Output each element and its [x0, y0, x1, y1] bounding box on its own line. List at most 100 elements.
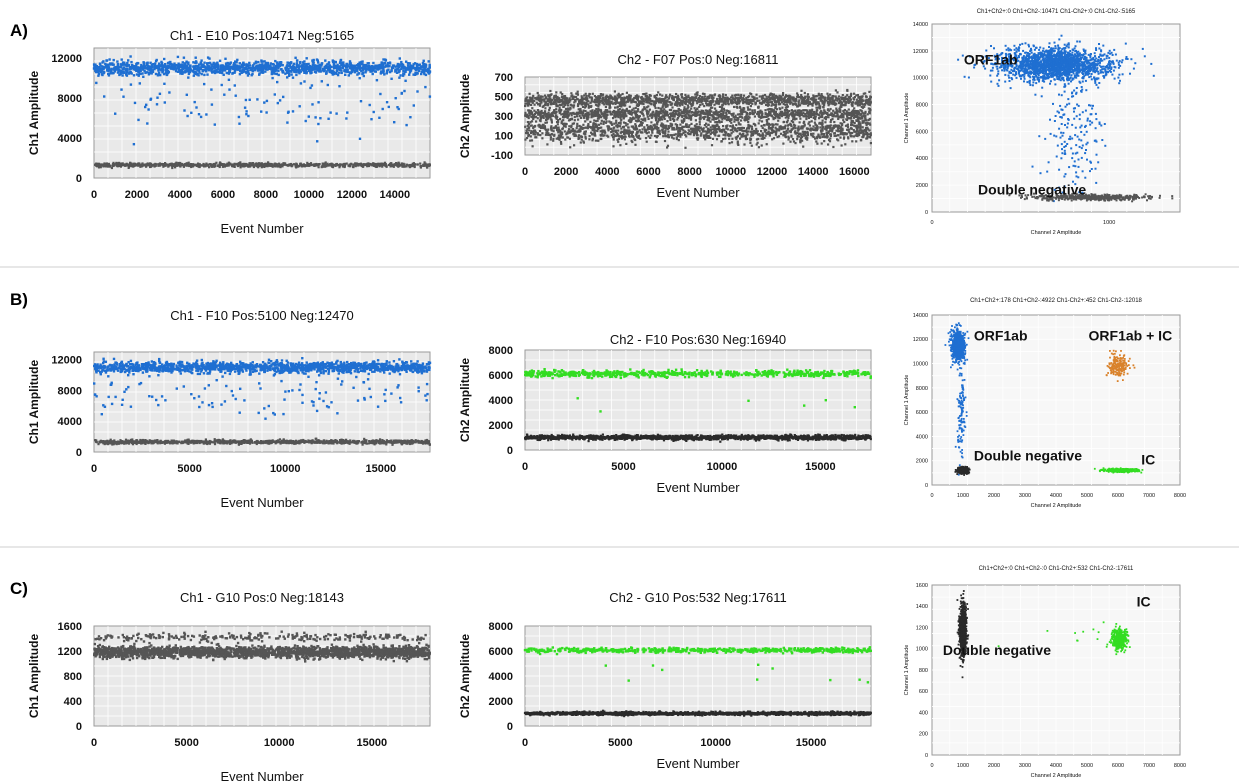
data-point [221, 163, 224, 166]
data-point [680, 100, 683, 103]
data-point [803, 91, 806, 95]
data-point [705, 98, 708, 101]
data-point [784, 116, 787, 119]
data-point [421, 69, 424, 72]
data-point [705, 102, 708, 105]
data-point [277, 66, 280, 70]
data-point [381, 165, 384, 168]
data-point [368, 103, 371, 107]
data-point [327, 69, 330, 72]
data-point [300, 165, 303, 168]
data-point [772, 118, 775, 121]
data-point [804, 109, 807, 112]
data-point [143, 69, 146, 73]
data-point [830, 112, 834, 115]
panel-label-c: C) [10, 579, 28, 598]
data-point [628, 105, 631, 108]
data-point [356, 73, 359, 76]
data-point [149, 70, 153, 73]
data-point [135, 63, 138, 66]
data-point [428, 163, 431, 166]
data-point [777, 113, 780, 117]
data-point [306, 161, 309, 164]
data-point [101, 67, 104, 71]
data-point [864, 114, 867, 118]
data-point [202, 63, 205, 67]
data-point [747, 102, 751, 105]
data-point [279, 61, 283, 65]
data-point [781, 110, 784, 113]
data-point [746, 96, 749, 99]
data-point [370, 118, 373, 121]
data-point [533, 109, 536, 112]
data-point [228, 88, 231, 91]
data-point [725, 109, 728, 112]
data-point [565, 112, 568, 116]
data-point [318, 163, 321, 166]
data-point [553, 112, 556, 115]
series-1 [95, 65, 432, 146]
data-point [863, 116, 866, 119]
data-point [355, 67, 358, 71]
data-point [559, 117, 562, 121]
data-point [206, 73, 209, 76]
data-point [250, 69, 253, 72]
data-point [866, 113, 869, 116]
data-point [388, 70, 392, 74]
data-point [108, 68, 112, 71]
data-point [788, 96, 791, 99]
data-point [744, 110, 747, 113]
data-point [648, 108, 651, 111]
data-point [193, 164, 196, 167]
data-point [720, 108, 723, 111]
data-point [102, 60, 105, 63]
data-point [237, 164, 240, 167]
data-point [809, 97, 812, 100]
data-point [403, 163, 406, 166]
data-point [181, 70, 184, 74]
data-point [620, 103, 623, 106]
data-point [664, 104, 667, 107]
data-point [261, 164, 264, 167]
data-point [770, 100, 773, 103]
data-point [336, 63, 339, 67]
data-point [840, 102, 843, 105]
data-point [203, 73, 206, 77]
data-point [649, 114, 652, 117]
data-point [583, 106, 587, 109]
data-point [617, 108, 620, 112]
x-tick-label: 14000 [380, 189, 411, 201]
data-point [311, 67, 315, 70]
data-point [766, 108, 769, 111]
data-point [634, 114, 637, 117]
data-point [128, 68, 131, 71]
data-point [646, 106, 649, 109]
data-point [299, 163, 302, 166]
data-point [826, 92, 829, 95]
data-point [396, 164, 399, 167]
data-point [309, 86, 312, 90]
x-tick-label: 4000 [168, 189, 192, 201]
data-point [856, 100, 859, 103]
data-point [387, 105, 390, 109]
data-point [277, 69, 280, 73]
data-point [370, 70, 373, 73]
data-point [363, 163, 366, 166]
data-point [669, 118, 672, 121]
data-point [227, 64, 230, 67]
data-point [775, 113, 778, 116]
data-point [97, 166, 101, 169]
data-point [576, 92, 579, 95]
data-point [723, 109, 726, 112]
data-point [371, 72, 374, 76]
data-point [381, 163, 384, 167]
data-point [663, 108, 666, 111]
data-point [167, 65, 171, 68]
data-point [677, 98, 680, 101]
data-point [408, 73, 411, 76]
data-point [213, 69, 216, 73]
data-point [307, 69, 311, 72]
data-point [292, 62, 296, 66]
data-point [533, 103, 536, 106]
data-point [547, 117, 550, 120]
